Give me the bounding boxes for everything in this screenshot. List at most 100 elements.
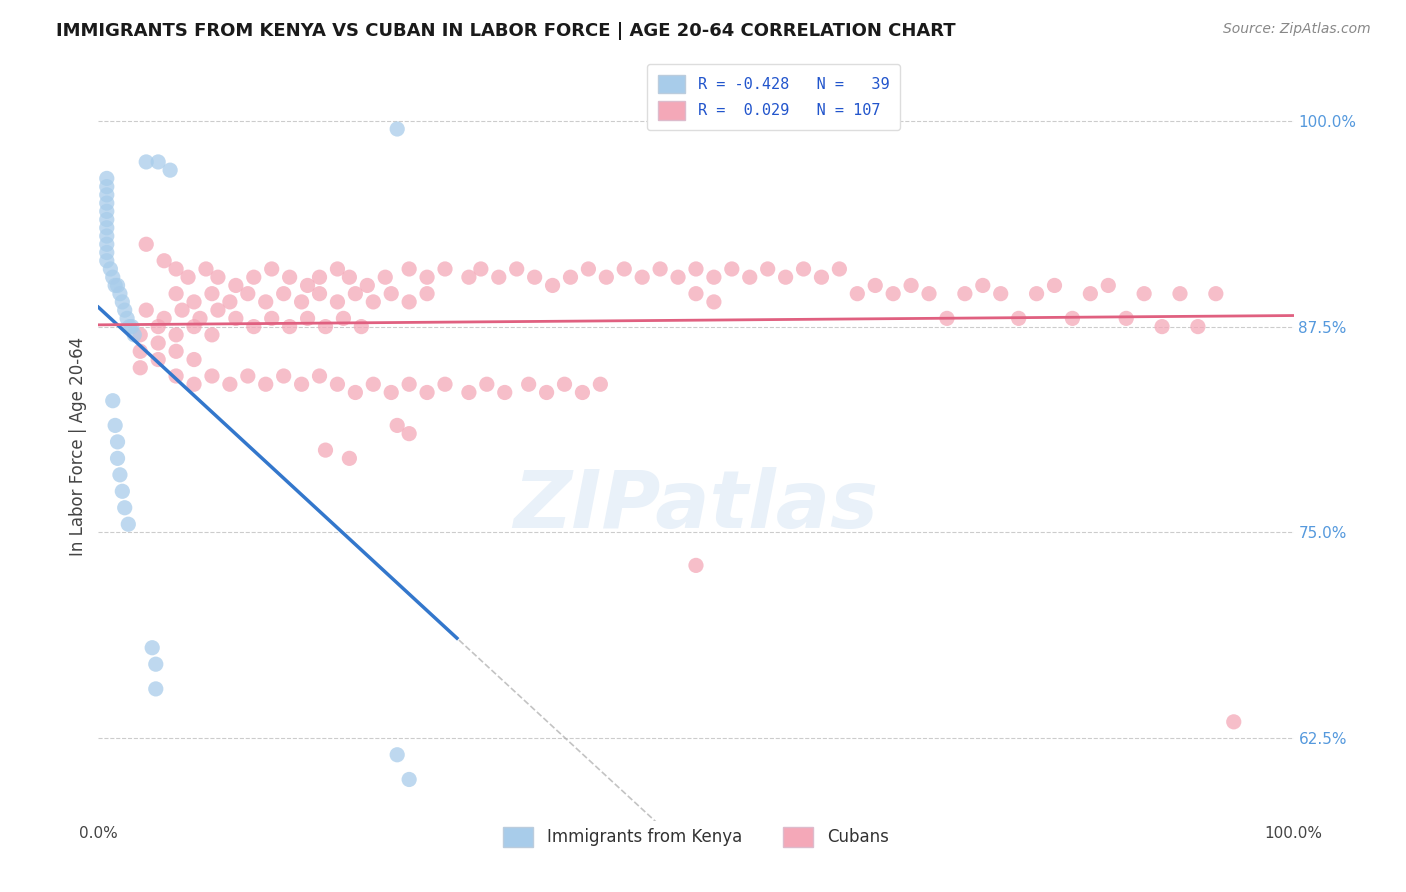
Point: [111, 294, 134, 309]
Point: [104, 418, 127, 433]
Point: [114, 303, 136, 318]
Point: [416, 286, 439, 301]
Point: [101, 393, 124, 408]
Point: [810, 270, 832, 285]
Point: [225, 278, 247, 293]
Point: [165, 286, 187, 301]
Point: [326, 262, 349, 277]
Point: [219, 294, 242, 309]
Point: [775, 270, 797, 285]
Point: [219, 377, 242, 392]
Point: [183, 377, 205, 392]
Point: [398, 426, 420, 441]
Point: [124, 327, 146, 342]
Point: [297, 311, 319, 326]
Point: [339, 270, 361, 285]
Point: [648, 262, 672, 277]
Point: [225, 311, 247, 326]
Point: [107, 451, 129, 466]
Point: [571, 385, 593, 400]
Point: [1025, 286, 1047, 301]
Point: [165, 344, 187, 359]
Point: [434, 377, 457, 392]
Point: [111, 484, 134, 499]
Point: [882, 286, 904, 301]
Point: [332, 311, 354, 326]
Point: [117, 517, 139, 532]
Point: [260, 262, 283, 277]
Point: [990, 286, 1012, 301]
Point: [936, 311, 959, 326]
Point: [183, 294, 205, 309]
Point: [385, 747, 409, 762]
Point: [398, 294, 420, 309]
Point: [114, 500, 136, 515]
Point: [703, 270, 725, 285]
Point: [1133, 286, 1156, 301]
Point: [685, 262, 707, 277]
Point: [523, 270, 546, 285]
Point: [104, 278, 127, 293]
Point: [344, 286, 367, 301]
Point: [101, 270, 124, 285]
Point: [458, 385, 481, 400]
Point: [326, 294, 349, 309]
Point: [494, 385, 516, 400]
Point: [434, 262, 457, 277]
Point: [738, 270, 761, 285]
Point: [1187, 319, 1209, 334]
Point: [207, 303, 229, 318]
Point: [148, 352, 170, 367]
Point: [195, 262, 218, 277]
Point: [589, 377, 612, 392]
Point: [721, 262, 744, 277]
Point: [135, 155, 157, 169]
Point: [98, 262, 122, 277]
Point: [470, 262, 492, 277]
Point: [107, 278, 129, 293]
Point: [308, 286, 330, 301]
Point: [308, 369, 330, 384]
Point: [115, 311, 138, 326]
Point: [273, 369, 295, 384]
Point: [363, 377, 385, 392]
Point: [297, 278, 319, 293]
Point: [560, 270, 582, 285]
Point: [243, 319, 266, 334]
Point: [201, 327, 224, 342]
Point: [96, 171, 118, 186]
Point: [236, 286, 259, 301]
Point: [846, 286, 869, 301]
Point: [165, 262, 187, 277]
Point: [1152, 319, 1174, 334]
Point: [613, 262, 636, 277]
Point: [517, 377, 540, 392]
Point: [188, 311, 211, 326]
Point: [108, 467, 131, 482]
Point: [96, 253, 118, 268]
Point: [177, 270, 200, 285]
Point: [118, 319, 141, 334]
Point: [1168, 286, 1191, 301]
Point: [135, 237, 157, 252]
Point: [900, 278, 922, 293]
Point: [541, 278, 564, 293]
Point: [96, 196, 118, 211]
Point: [315, 319, 337, 334]
Point: [344, 385, 367, 400]
Point: [1062, 311, 1084, 326]
Point: [865, 278, 887, 293]
Point: [260, 311, 283, 326]
Text: IMMIGRANTS FROM KENYA VS CUBAN IN LABOR FORCE | AGE 20-64 CORRELATION CHART: IMMIGRANTS FROM KENYA VS CUBAN IN LABOR …: [56, 22, 956, 40]
Point: [207, 270, 229, 285]
Point: [291, 294, 314, 309]
Point: [308, 270, 330, 285]
Point: [291, 377, 314, 392]
Point: [685, 558, 707, 573]
Point: [554, 377, 576, 392]
Point: [398, 262, 420, 277]
Point: [416, 385, 439, 400]
Point: [339, 451, 361, 466]
Text: Source: ZipAtlas.com: Source: ZipAtlas.com: [1223, 22, 1371, 37]
Point: [385, 122, 409, 136]
